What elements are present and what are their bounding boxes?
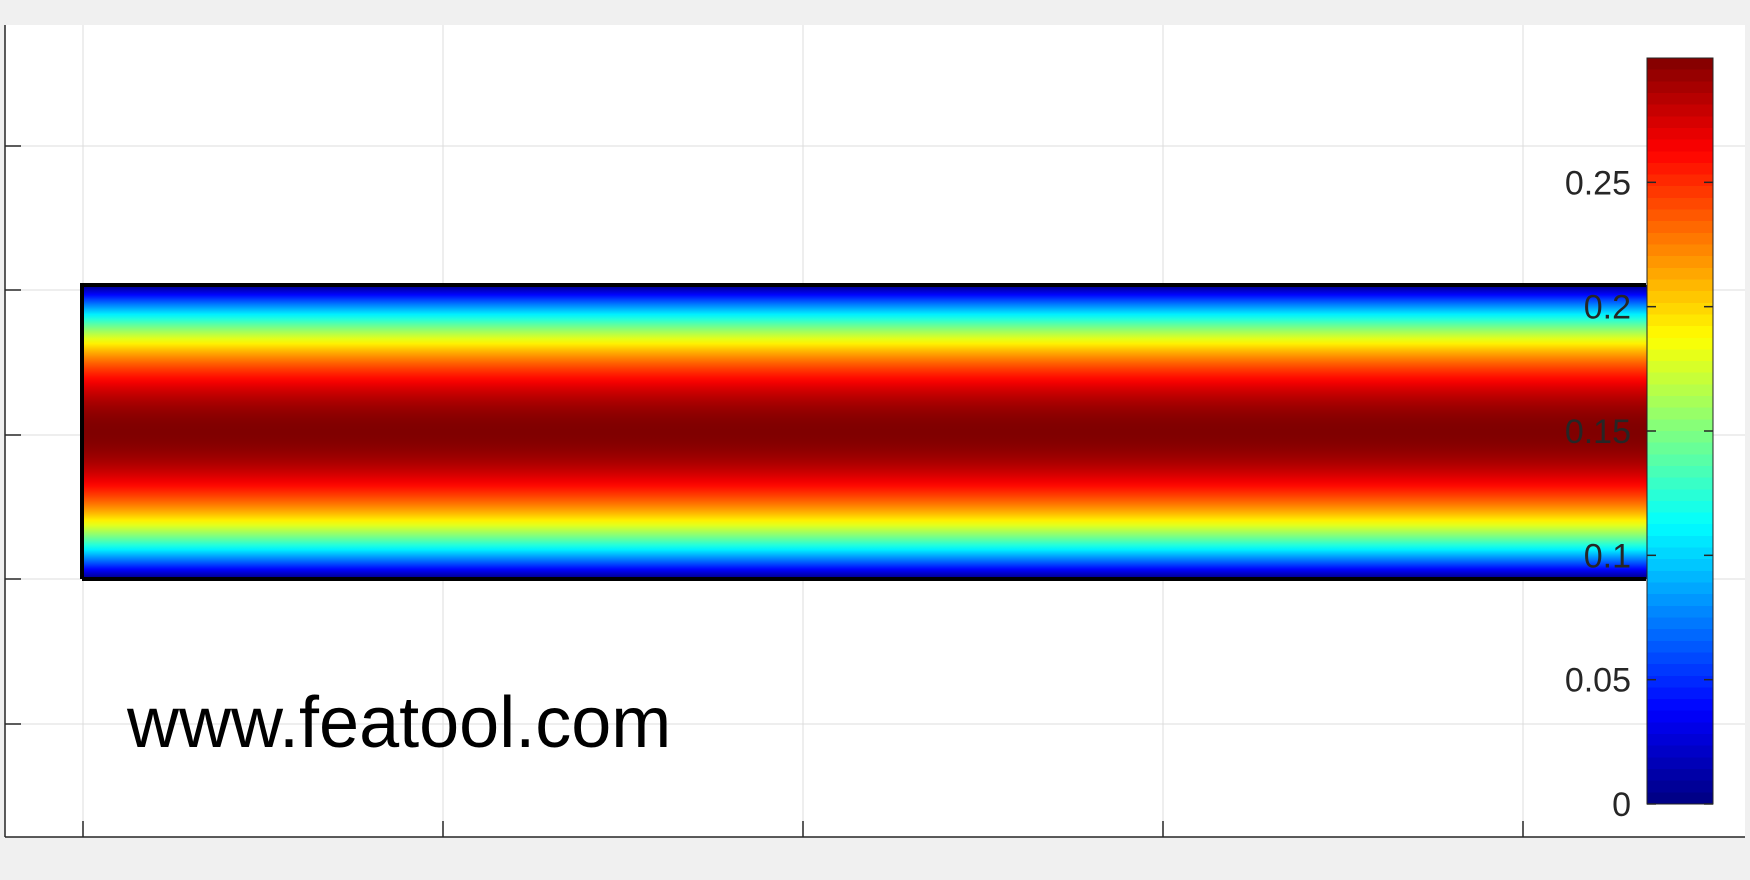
colorbar-tick-label: 0.25 — [1565, 164, 1631, 202]
channel-boundary — [80, 283, 1646, 581]
watermark-text: www.featool.com — [126, 683, 671, 763]
colorbar-tick-label: 0 — [1612, 786, 1631, 824]
channel-field — [82, 285, 1647, 579]
axis-lines — [4, 25, 1745, 838]
colorbar-ticks: 0 0.05 0.1 0.15 0.2 0.25 — [1565, 164, 1713, 824]
colorbar-tick-label: 0.1 — [1584, 537, 1631, 575]
colorbar-tick-label: 0.15 — [1565, 413, 1631, 451]
colorbar-tick-label: 0.2 — [1584, 289, 1631, 327]
colorbar-tick-label: 0.05 — [1565, 662, 1631, 700]
colorbar — [1646, 57, 1714, 805]
